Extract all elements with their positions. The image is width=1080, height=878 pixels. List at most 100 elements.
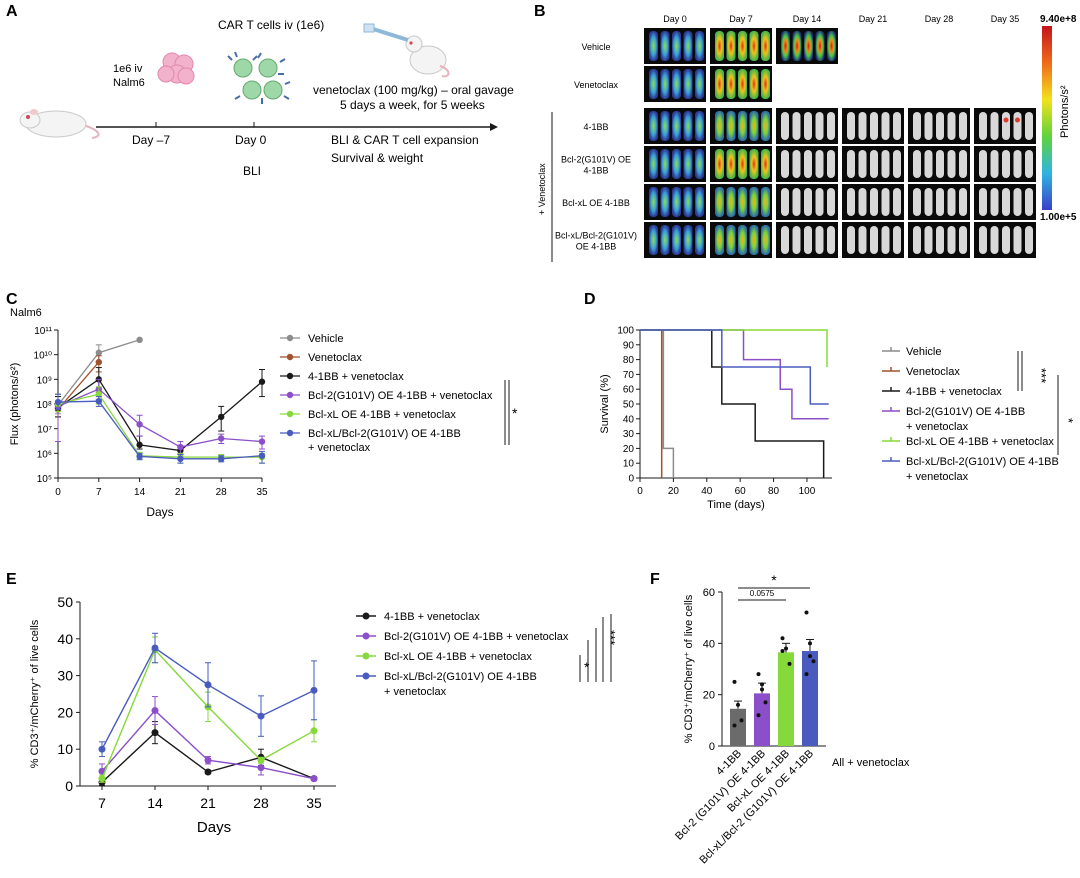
bli-mouse-signal xyxy=(660,111,670,141)
bli-mouse-signal xyxy=(738,225,747,255)
x-tick-label: 0 xyxy=(55,487,61,498)
data-point xyxy=(257,764,265,772)
legend-marker xyxy=(286,429,294,437)
x-tick-label: 40 xyxy=(701,486,713,497)
data-point xyxy=(151,729,159,737)
bli-row-label: 4-1BB xyxy=(583,122,608,132)
bli-mouse-grey xyxy=(936,112,944,140)
timeline-arrowhead xyxy=(490,123,498,131)
day-header: Day 21 xyxy=(859,14,888,24)
bli-mouse-signal xyxy=(695,31,704,61)
individual-point xyxy=(756,672,761,677)
day-header: Day 7 xyxy=(729,14,753,24)
y-tick-label: 10 xyxy=(623,459,635,470)
y-axis-label: % CD3⁺/mCherry⁺ of live cells xyxy=(29,619,41,768)
bli-mouse-signal xyxy=(649,187,658,217)
y-tick-label: 10⁸ xyxy=(37,400,52,411)
bli-mouse-grey xyxy=(936,226,944,254)
bli-mouse-grey xyxy=(924,150,933,178)
bli-mouse-grey xyxy=(870,188,878,216)
bli-mouse-signal xyxy=(672,225,681,255)
bli-mouse-signal xyxy=(715,149,724,179)
bli-mouse-grey xyxy=(858,150,867,178)
bli-mouse-signal xyxy=(672,149,681,179)
data-point xyxy=(95,358,103,366)
legend-label: 4-1BB + venetoclax xyxy=(906,386,1002,398)
bli-mouse-grey xyxy=(1013,112,1022,140)
data-point xyxy=(151,644,159,652)
legend-label: Vehicle xyxy=(308,333,343,345)
bli-mouse-signal xyxy=(715,69,724,99)
x-tick-label: 7 xyxy=(98,795,106,811)
x-tick-label: 14 xyxy=(134,487,146,498)
bli-mouse-signal xyxy=(761,69,770,99)
individual-point xyxy=(811,659,816,664)
timepoint-day0: Day 0 xyxy=(235,133,267,147)
individual-point xyxy=(736,702,740,707)
y-tick-label: 40 xyxy=(623,414,635,425)
significance-star: * xyxy=(584,659,590,675)
legend-marker xyxy=(286,353,294,361)
bli-mouse-grey xyxy=(870,150,878,178)
bli-mouse-grey xyxy=(1025,112,1033,140)
data-point xyxy=(136,441,143,449)
legend-label: Vehicle xyxy=(906,346,941,358)
bli-mouse-grey xyxy=(804,150,812,178)
bli-mouse-signal xyxy=(761,187,770,217)
bli-mouse-signal xyxy=(726,31,736,61)
y-tick-label: 30 xyxy=(623,429,635,440)
bli-mouse-signal xyxy=(804,31,813,61)
chart-e-expansion: 0 10 20 30 40 50 7 14 21 28 35 Days % CD3⁺/mCherry⁺ … xyxy=(29,594,618,836)
bli-mouse-grey xyxy=(924,226,933,254)
legend-label: Bcl-2(G101V) OE 4-1BB xyxy=(906,406,1025,418)
color-scale-bar xyxy=(1042,26,1052,210)
bli-mouse-signal xyxy=(738,31,747,61)
x-tick-label: 20 xyxy=(668,486,680,497)
bli-mouse-signal xyxy=(715,31,724,61)
bli-mouse-grey xyxy=(804,188,812,216)
x-axis-label: Time (days) xyxy=(707,499,765,511)
data-point xyxy=(95,390,103,398)
panel-b-bli-grid: Day 0 Day 7 Day 14 Day 21 Day 28 Day 35 Vehicl… xyxy=(537,14,1077,262)
nalm6-cells-icon xyxy=(157,52,195,85)
survival-curve xyxy=(640,329,829,420)
bli-mouse-signal xyxy=(672,187,681,217)
bli-mouse-grey xyxy=(979,150,987,178)
data-point xyxy=(177,443,184,451)
venetoclax-regimen-line2: 5 days a week, for 5 weeks xyxy=(340,98,485,112)
bli-label: BLI xyxy=(243,164,261,178)
bli-mouse-grey xyxy=(792,150,801,178)
y-tick-label: 10¹⁰ xyxy=(34,351,52,362)
series-line xyxy=(57,378,263,452)
bli-mouse-signal xyxy=(660,187,670,217)
legend-label: Bcl-xL/Bcl-2(G101V) OE 4-1BB xyxy=(906,456,1059,468)
bli-mouse-grey xyxy=(979,188,987,216)
bli-mouse-signal xyxy=(683,31,693,61)
bli-mouse-grey xyxy=(858,226,867,254)
x-tick-label: 60 xyxy=(735,486,747,497)
bli-mouse-signal xyxy=(660,225,670,255)
bli-mouse-grey xyxy=(1002,150,1010,178)
bli-mouse-grey xyxy=(947,226,956,254)
bli-mouse-signal xyxy=(726,111,736,141)
bli-mouse-signal xyxy=(781,31,790,61)
y-tick-label: 20 xyxy=(703,690,715,702)
bli-mouse-grey xyxy=(881,188,890,216)
y-axis-label: % CD3⁺/mCherry⁺ of live cells xyxy=(683,594,695,743)
bli-mouse-grey xyxy=(959,112,967,140)
data-point xyxy=(204,681,212,689)
bli-mouse-grey xyxy=(959,226,967,254)
bli-mouse-grey xyxy=(936,150,944,178)
chart-title: Nalm6 xyxy=(10,307,42,319)
bli-mouse-signal xyxy=(761,31,770,61)
bli-row-label: Bcl-xL OE 4-1BB xyxy=(562,198,630,208)
bli-mouse-grey xyxy=(913,226,921,254)
bli-mouse-grey xyxy=(847,112,855,140)
bar xyxy=(802,651,818,746)
data-point xyxy=(310,727,318,735)
bli-mouse-signal xyxy=(649,31,658,61)
bli-mouse-signal xyxy=(683,225,693,255)
x-tick-label: 35 xyxy=(306,795,322,811)
bli-mouse-grey xyxy=(893,150,901,178)
bli-mouse-grey xyxy=(781,150,789,178)
